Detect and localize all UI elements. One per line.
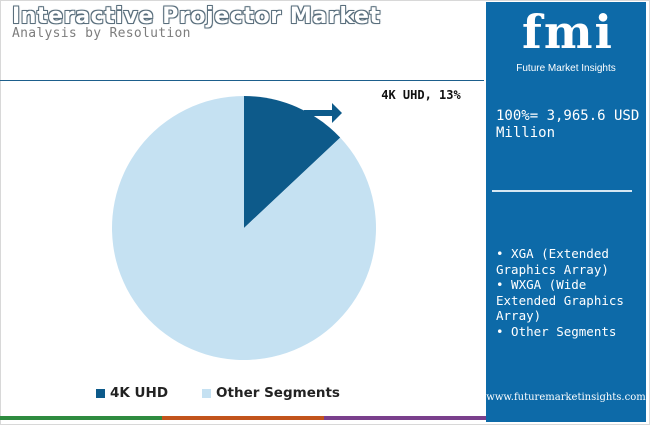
pie-slice-4k-uhd	[244, 96, 341, 228]
footer-color-bar	[0, 416, 486, 420]
chart-subtitle: Analysis by Resolution	[12, 26, 191, 41]
legend-label: Other Segments	[216, 385, 340, 401]
segment-item: • WXGA (Wide Extended Graphics Array)	[496, 277, 624, 323]
market-total: 100%= 3,965.6 USD Million	[496, 108, 640, 141]
footer-bar-segment	[324, 416, 486, 420]
pie-slices	[111, 96, 377, 360]
footer-bar-segment	[0, 416, 162, 420]
legend-item-4k-uhd: 4K UHD	[96, 385, 168, 401]
info-panel	[486, 2, 646, 422]
pie-chart: 4K UHD, 13%	[111, 88, 462, 360]
fmi-logo: fmi Future Market Insights	[486, 2, 646, 80]
segment-list: • XGA (Extended Graphics Array) • WXGA (…	[496, 246, 642, 339]
legend-swatch	[202, 388, 212, 398]
callout-arrow	[304, 103, 342, 123]
logo-brand-text: fmi	[522, 5, 614, 59]
callout-label: 4K UHD, 13%	[381, 88, 461, 102]
header-divider	[0, 80, 484, 81]
chart-legend: 4K UHD Other Segments	[96, 384, 374, 402]
legend-swatch	[96, 388, 105, 398]
pie-slice-other-segments	[111, 96, 377, 360]
segment-item: • Other Segments	[496, 323, 617, 339]
website-link[interactable]: www.futuremarketinsights.com	[486, 392, 646, 403]
legend-item-other-segments: Other Segments	[202, 385, 340, 401]
legend-label: 4K UHD	[110, 385, 169, 401]
footer-bar-segment	[162, 416, 324, 420]
logo-tagline: Future Market Insights	[516, 63, 616, 74]
segment-item: • XGA (Extended Graphics Array)	[496, 246, 609, 277]
panel-divider	[492, 190, 632, 192]
chart-title: Interactive Projector Market	[12, 4, 381, 29]
